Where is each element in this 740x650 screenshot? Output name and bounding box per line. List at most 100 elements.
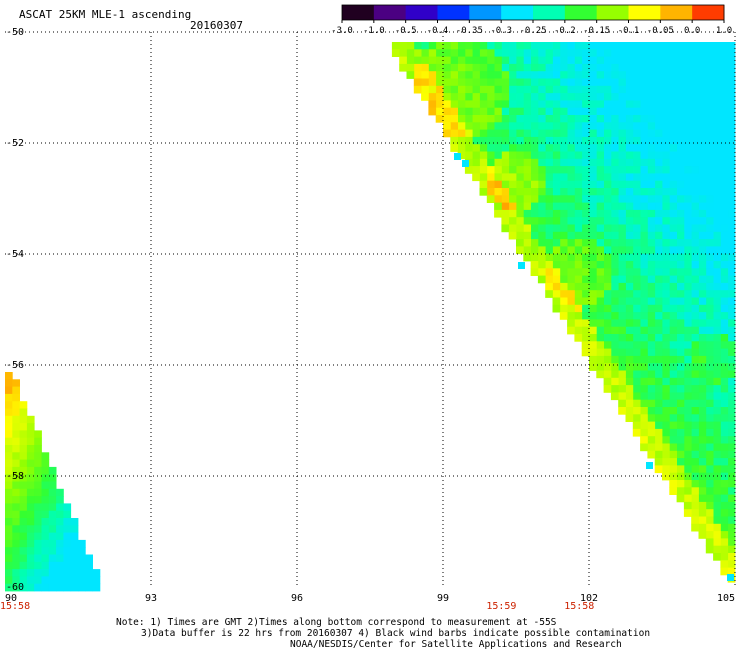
heatmap-cell [647, 224, 656, 233]
heatmap-cell [581, 282, 590, 291]
chart-title: ASCAT 25KM MLE-1 ascending [19, 8, 192, 21]
heatmap-cell [669, 458, 677, 466]
heatmap-cell [654, 334, 663, 342]
heatmap-cell [713, 334, 721, 342]
heatmap-cell [669, 166, 677, 174]
heatmap-cell [683, 304, 692, 313]
heatmap-cell [669, 480, 677, 488]
heatmap-cell [472, 129, 480, 138]
heatmap-cell [34, 488, 42, 497]
heatmap-cell [523, 239, 531, 247]
heatmap-cell [530, 122, 539, 130]
heatmap-cell [662, 144, 670, 152]
heatmap-cell [713, 122, 721, 130]
heatmap-cell [26, 445, 35, 453]
heatmap-cell [5, 393, 13, 402]
heatmap-cell [705, 304, 714, 313]
heatmap-cell [516, 158, 524, 167]
heatmap-cell [691, 509, 699, 517]
heatmap-cell [508, 188, 517, 196]
heatmap-cell [12, 510, 20, 519]
heatmap-cell [727, 334, 736, 342]
heatmap-cell [691, 144, 699, 152]
colorbar-segment [660, 5, 693, 20]
heatmap-cell [589, 217, 597, 225]
heatmap-cell [727, 275, 736, 284]
heatmap-cell [647, 348, 656, 357]
heatmap-cell [662, 261, 670, 269]
heatmap-cell [720, 341, 729, 349]
heatmap-cell [450, 122, 458, 130]
heatmap-cell [632, 297, 641, 306]
heatmap-cell [486, 122, 495, 130]
heatmap-cell [683, 158, 692, 167]
heatmap-cell [41, 474, 50, 482]
heatmap-cell [574, 326, 583, 335]
heatmap-cell [581, 334, 590, 342]
heatmap-cell [632, 421, 641, 430]
heatmap-cell [516, 224, 524, 233]
chart-date: 20160307 [190, 19, 243, 32]
heatmap-cell [713, 523, 721, 532]
heatmap-cell [625, 348, 634, 357]
heatmap-cell [727, 567, 736, 576]
heatmap-cell [78, 554, 86, 563]
heatmap-cell [618, 93, 626, 101]
heatmap-cell [5, 481, 13, 490]
heatmap-cell [516, 100, 524, 109]
heatmap-cell [691, 268, 699, 276]
heatmap-cell [537, 268, 546, 276]
heatmap-cell [501, 107, 510, 116]
heatmap-cell [603, 166, 612, 174]
heatmap-cell [713, 85, 721, 94]
heatmap-cell [19, 437, 28, 446]
heatmap-cell [567, 42, 575, 50]
heatmap-cell [676, 180, 685, 189]
heatmap-cell [720, 239, 729, 247]
heatmap-cell [662, 122, 670, 130]
heatmap-cell [552, 49, 561, 57]
heatmap-cell [640, 268, 648, 276]
heatmap-cell [26, 430, 35, 439]
heatmap-cell [530, 158, 539, 167]
heatmap-cell [705, 180, 714, 189]
heatmap-cell [559, 217, 568, 225]
heatmap-cell [720, 268, 729, 276]
heatmap-cell [691, 122, 699, 130]
heatmap-cell [574, 297, 583, 306]
heatmap-cell [662, 217, 670, 225]
heatmap-cell [610, 392, 619, 401]
heatmap-cell [691, 115, 699, 123]
heatmap-cell [5, 401, 13, 409]
heatmap-cell [683, 253, 692, 262]
heatmap-cell [567, 326, 575, 335]
heatmap-cell [454, 153, 461, 160]
heatmap-cell [705, 501, 714, 510]
heatmap-cell [70, 554, 79, 563]
heatmap-cell [34, 576, 42, 585]
heatmap-cell [552, 217, 561, 225]
heatmap-cell [698, 319, 707, 328]
heatmap-cell [720, 545, 729, 554]
heatmap-cell [618, 377, 626, 386]
heatmap-cell [567, 63, 575, 72]
heatmap-cell [654, 355, 663, 364]
heatmap-cell [720, 173, 729, 182]
heatmap-cell [567, 246, 575, 255]
heatmap-cell [508, 100, 517, 109]
heatmap-cell [713, 319, 721, 328]
heatmap-cell [581, 85, 590, 94]
heatmap-cell [698, 370, 707, 379]
heatmap-cell [654, 231, 663, 240]
heatmap-cell [516, 71, 524, 79]
heatmap-cell [41, 488, 50, 497]
heatmap-cell [516, 85, 524, 94]
heatmap-cell [596, 334, 604, 342]
heatmap-cell [727, 100, 736, 109]
heatmap-cell [683, 122, 692, 130]
heatmap-cell [647, 202, 656, 211]
colorbar-tick-label: -0.5 [395, 26, 417, 36]
heatmap-cell [676, 202, 685, 211]
heatmap-cell [56, 488, 64, 497]
heatmap-cell [683, 494, 692, 503]
